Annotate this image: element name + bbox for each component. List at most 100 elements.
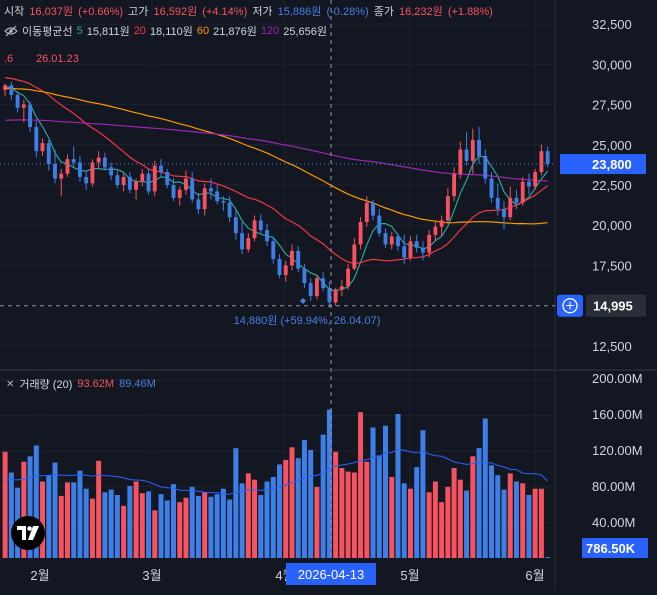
volume-bar <box>526 495 532 558</box>
volume-bar <box>245 473 251 558</box>
candle-body <box>271 241 276 259</box>
volume-bar <box>8 472 14 558</box>
candle-body <box>3 85 8 91</box>
candle-body <box>445 196 450 221</box>
volume-bar <box>102 492 108 558</box>
low-change: (-0.28%) <box>326 6 369 18</box>
candle-body <box>290 250 294 266</box>
candle-body <box>383 233 388 245</box>
volume-bar <box>432 481 438 558</box>
ma-legend: 이동평균선 5 15,811원 20 18,110원 60 21,876원 12… <box>4 23 327 39</box>
candle-body <box>121 176 126 185</box>
candle-body <box>177 189 182 198</box>
volume-bar <box>383 425 389 558</box>
low-marker-label: 14,880원 (+59.94%, 26.04.07) <box>234 314 381 327</box>
high-value: 16,592원 <box>153 6 198 18</box>
high-marker-prefix: .6 <box>4 53 13 65</box>
candle-body <box>152 165 157 192</box>
candle-body <box>127 176 132 190</box>
volume-bar <box>476 448 482 558</box>
volume-bar <box>320 434 326 558</box>
volume-bar <box>545 557 551 558</box>
volume-bar <box>183 497 189 558</box>
volume-axis-label: 40.00M <box>592 515 635 530</box>
volume-bar <box>89 498 95 558</box>
volume-axis-label: 120.00M <box>592 443 643 458</box>
volume-bar <box>208 496 214 558</box>
candle-body <box>358 221 363 245</box>
volume-bar <box>295 458 301 558</box>
candle-body <box>265 230 269 242</box>
candle-body <box>71 159 76 163</box>
candle-body <box>539 151 544 173</box>
price-axis-label: 12,500 <box>592 339 632 354</box>
candle-body <box>15 94 20 108</box>
candle-body <box>296 250 301 269</box>
volume-bar <box>401 483 407 558</box>
candle-body <box>527 181 531 187</box>
candle-body <box>134 181 139 190</box>
volume-bar <box>83 488 89 558</box>
visibility-off-icon[interactable] <box>4 25 18 37</box>
candle-body <box>146 173 151 192</box>
volume-bar <box>202 492 208 558</box>
volume-bar <box>426 492 432 558</box>
ma5-value: 15,811원 <box>86 26 130 38</box>
volume-bar <box>351 472 357 558</box>
volume-bar <box>96 460 102 558</box>
tradingview-logo-icon <box>17 526 39 540</box>
close-icon[interactable]: ✕ <box>6 378 15 390</box>
volume-bar <box>482 418 488 558</box>
ma120-period: 120 <box>260 25 280 37</box>
candle-body <box>321 278 326 288</box>
high-change: (+4.14%) <box>202 6 248 18</box>
candle-body <box>452 173 457 197</box>
candle-body <box>352 244 357 269</box>
candle-body <box>339 286 344 290</box>
close-change: (+1.88%) <box>447 6 493 18</box>
volume-bar <box>333 451 339 558</box>
close-label: 종가 <box>373 6 394 18</box>
candle-body <box>46 143 51 165</box>
ma60-period: 60 <box>196 25 210 37</box>
high-marker-label: 26.01.23 <box>36 53 79 65</box>
volume-bar <box>64 482 70 558</box>
candle-body <box>308 283 313 296</box>
candle-body <box>508 197 513 218</box>
volume-bar <box>339 468 345 558</box>
candle-body <box>246 238 251 250</box>
current-price-label: 23,800 <box>592 157 632 172</box>
volume-bar <box>177 502 183 558</box>
volume-bar <box>277 464 282 558</box>
volume-bar <box>395 414 401 558</box>
candle-body <box>233 217 238 234</box>
candle-body <box>196 199 201 210</box>
candle-body <box>520 181 525 203</box>
candle-body <box>84 176 89 184</box>
candle-body <box>333 289 338 303</box>
volume-bar <box>164 500 170 558</box>
volume-bar <box>195 495 201 558</box>
ma5-line <box>4 85 549 292</box>
volume-bar <box>451 468 457 558</box>
candle-body <box>477 139 481 157</box>
crosshair-price-label: 14,995 <box>593 299 633 314</box>
candle-body <box>221 201 226 203</box>
high-label: 고가 <box>128 6 149 18</box>
candle-body <box>483 156 488 179</box>
volume-bar <box>121 505 127 558</box>
candle-body <box>371 202 375 216</box>
tradingview-logo[interactable] <box>11 516 45 550</box>
candle-body <box>102 157 107 168</box>
ma20-period: 20 <box>133 25 146 37</box>
price-axis-label: 27,500 <box>592 98 632 113</box>
volume-bar <box>127 486 133 558</box>
ma60-value: 21,876원 <box>213 26 257 38</box>
candle-body <box>184 178 188 190</box>
volume-bar <box>46 475 52 558</box>
candle-body <box>65 159 70 174</box>
volume-bar <box>464 490 470 558</box>
ohlc-legend: 시작 16,037원 (+0.66%) 고가 16,592원 (+4.14%) … <box>4 3 495 19</box>
candle-body <box>21 104 26 108</box>
